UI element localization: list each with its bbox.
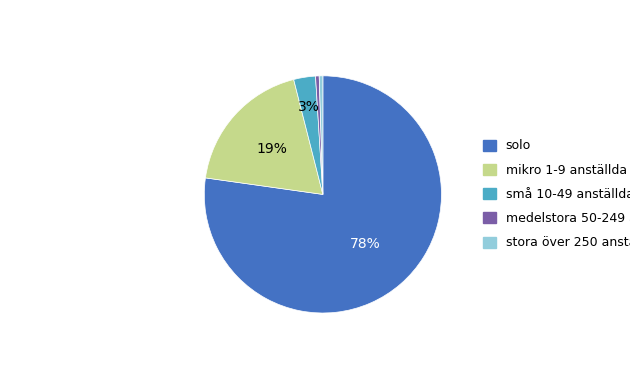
Wedge shape — [294, 76, 323, 194]
Wedge shape — [316, 76, 323, 194]
Wedge shape — [205, 79, 323, 194]
Legend: solo, mikro 1-9 anställda, små 10-49 anställda, medelstora 50-249 anställda, sto: solo, mikro 1-9 anställda, små 10-49 ans… — [483, 139, 630, 249]
Text: 19%: 19% — [256, 142, 287, 156]
Wedge shape — [204, 76, 442, 313]
Text: 78%: 78% — [350, 237, 381, 251]
Text: 3%: 3% — [298, 100, 320, 114]
Wedge shape — [319, 76, 323, 194]
